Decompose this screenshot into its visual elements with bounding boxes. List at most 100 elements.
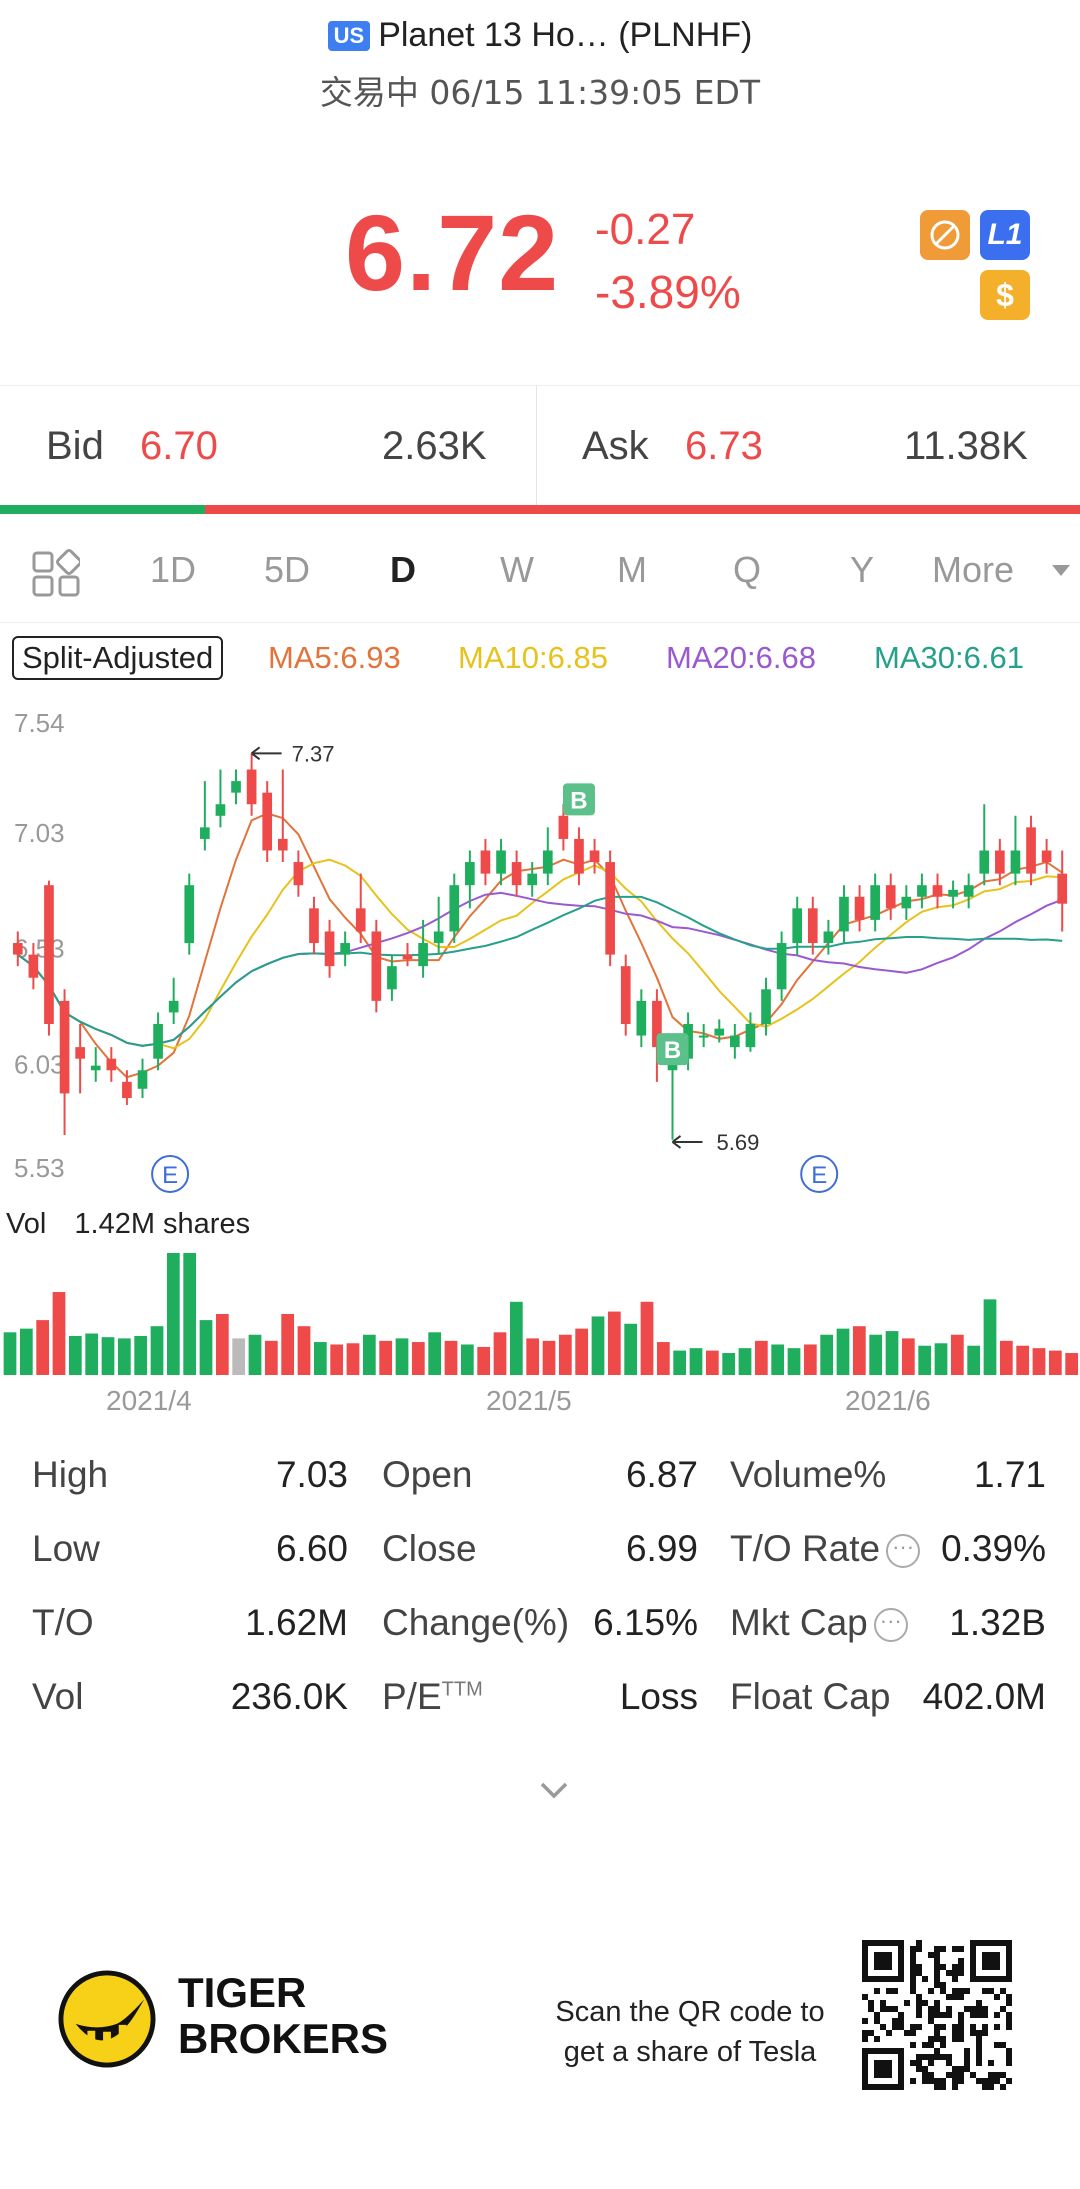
- tab-d[interactable]: D: [390, 549, 416, 590]
- qr-module: [1000, 2072, 1006, 2078]
- qr-module: [952, 1964, 958, 1970]
- qr-module: [976, 2042, 982, 2048]
- level1-icon[interactable]: L1: [980, 210, 1030, 260]
- volume-bar: [607, 1311, 621, 1375]
- candle-body: [59, 1000, 70, 1094]
- dollar-icon[interactable]: $: [980, 270, 1030, 320]
- candle-body: [558, 815, 569, 839]
- candle-body: [542, 850, 553, 874]
- qr-module: [982, 2084, 988, 2090]
- tab-5d[interactable]: 5D: [264, 549, 311, 590]
- qr-module: [910, 1982, 916, 1988]
- qr-module: [910, 1970, 916, 1976]
- volume-chart[interactable]: [0, 1250, 1080, 1380]
- volume-bar: [901, 1338, 915, 1375]
- volume-bar: [591, 1316, 605, 1375]
- volume-bar: [493, 1332, 507, 1375]
- qr-module: [982, 1988, 988, 1994]
- tab-1d[interactable]: 1D: [150, 549, 197, 590]
- volume-title: Vol: [6, 1208, 47, 1240]
- qr-module: [970, 2024, 976, 2030]
- candle-body: [730, 1035, 740, 1048]
- candle-body: [901, 896, 912, 909]
- stock-title: Planet 13 Ho… (PLNHF): [378, 16, 753, 54]
- qr-module: [928, 2036, 934, 2042]
- candle-body: [293, 862, 304, 886]
- qr-module: [934, 2000, 940, 2006]
- chevron-down-icon[interactable]: [1052, 565, 1070, 577]
- candle-body: [1026, 827, 1036, 874]
- stat-label: Vol: [32, 1676, 84, 1717]
- volume-bar: [395, 1338, 409, 1375]
- volume-bar: [1048, 1350, 1062, 1375]
- qr-module: [910, 2030, 916, 2036]
- candle-body: [823, 931, 834, 944]
- qr-module: [952, 2066, 958, 2072]
- qr-module: [946, 2072, 952, 2078]
- qr-module: [976, 2000, 982, 2006]
- volume-bar: [313, 1342, 327, 1375]
- candle-body: [979, 850, 990, 874]
- volume-bar: [918, 1345, 932, 1375]
- qr-module: [892, 2018, 898, 2024]
- qr-module: [916, 2054, 922, 2060]
- volume-bar: [199, 1320, 213, 1375]
- volume-bar: [509, 1301, 523, 1375]
- volume-bar: [460, 1344, 474, 1375]
- qr-module: [898, 2024, 904, 2030]
- candle-body: [792, 908, 803, 944]
- title-row[interactable]: US Planet 13 Ho… (PLNHF): [0, 16, 1080, 55]
- volume-bar: [183, 1253, 197, 1375]
- stat-label: P/E: [382, 1676, 442, 1717]
- candle-body: [527, 873, 538, 886]
- volume-bar: [542, 1340, 556, 1375]
- qr-code-image: [862, 1940, 1012, 2090]
- qr-module: [958, 2072, 964, 2078]
- qr-module: [916, 2000, 922, 2006]
- candle-body: [496, 850, 506, 874]
- candle-body: [1010, 850, 1021, 874]
- qr-module: [1000, 1988, 1006, 1994]
- candle-body: [948, 889, 958, 897]
- tab-w[interactable]: W: [500, 549, 534, 590]
- footer-banner[interactable]: TIGER BROKERS Scan the QR code to get a …: [0, 1930, 1080, 2110]
- tab-q[interactable]: Q: [733, 549, 762, 590]
- qr-module: [886, 2006, 892, 2012]
- qr-module: [982, 1952, 1000, 1970]
- qr-module: [940, 2024, 946, 2030]
- volume-bar: [444, 1340, 458, 1375]
- tab-more[interactable]: More: [932, 549, 1015, 590]
- volume-bar: [787, 1348, 801, 1375]
- qr-module: [976, 2036, 982, 2042]
- stat-label: Change(%): [382, 1602, 570, 1643]
- volume-bar: [85, 1333, 99, 1375]
- period-tabs: 1D 5D D W M Q Y More: [0, 515, 1080, 623]
- qr-module: [928, 1988, 934, 1994]
- volume-bar: [477, 1346, 491, 1375]
- qr-module: [910, 2060, 916, 2066]
- tab-y[interactable]: Y: [850, 549, 875, 590]
- qr-module: [952, 1976, 958, 1982]
- more-info-icon[interactable]: ···: [886, 1534, 921, 1569]
- qr-module: [982, 2024, 988, 2030]
- qr-module: [946, 1994, 952, 2000]
- layout-grid-icon[interactable]: [32, 549, 80, 597]
- tab-m[interactable]: M: [617, 549, 647, 590]
- expand-chevron-icon[interactable]: [536, 1772, 572, 1808]
- header: US Planet 13 Ho… (PLNHF) 交易中 06/15 11:39…: [0, 0, 1080, 120]
- volume-bar: [281, 1314, 295, 1375]
- qr-module: [934, 2012, 940, 2018]
- qr-module: [916, 1940, 922, 1946]
- qr-module: [1006, 1994, 1012, 2000]
- qr-caption-line2: get a share of Tesla: [563, 2036, 817, 2068]
- candle-body: [839, 896, 849, 932]
- hk-connect-icon[interactable]: [920, 210, 970, 260]
- qr-module: [868, 2030, 874, 2036]
- qr-module: [892, 2006, 898, 2012]
- more-info-icon[interactable]: ···: [873, 1608, 908, 1643]
- candle-body: [90, 1065, 101, 1071]
- candle-body: [698, 1035, 709, 1038]
- split-adjusted-button[interactable]: Split-Adjusted: [12, 636, 224, 680]
- volume-bar: [885, 1331, 899, 1375]
